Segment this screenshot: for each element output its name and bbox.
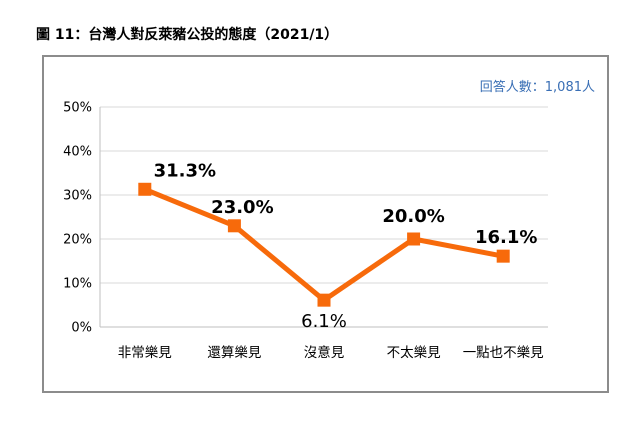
x-tick-label: 一點也不樂見 <box>463 344 544 361</box>
figure-title: 圖 11：台灣人對反萊豬公投的態度（2021/1） <box>36 27 339 43</box>
y-tick-label: 20% <box>63 233 92 248</box>
x-tick-label: 不太樂見 <box>387 344 441 361</box>
data-point <box>496 249 510 263</box>
y-tick-label: 0% <box>71 321 92 336</box>
data-label: 31.3% <box>154 160 216 181</box>
x-tick-label: 還算樂見 <box>207 344 261 361</box>
data-point <box>317 293 331 307</box>
x-tick-label: 非常樂見 <box>118 344 172 361</box>
x-tick-label: 沒意見 <box>304 344 345 361</box>
y-tick-label: 10% <box>63 277 92 292</box>
series-line <box>143 186 504 303</box>
data-label: 23.0% <box>211 197 273 218</box>
data-label: 16.1% <box>475 227 537 248</box>
data-point <box>227 219 241 233</box>
respondents-label: 回答人數：1,081人 <box>479 80 595 95</box>
y-tick-label: 40% <box>63 145 92 160</box>
chart-panel <box>42 55 609 393</box>
data-point <box>138 182 152 196</box>
y-tick-label: 30% <box>63 189 92 204</box>
data-label: 6.1% <box>301 311 347 332</box>
data-label: 20.0% <box>382 206 444 227</box>
data-point <box>407 232 421 246</box>
y-tick-label: 50% <box>63 101 92 116</box>
